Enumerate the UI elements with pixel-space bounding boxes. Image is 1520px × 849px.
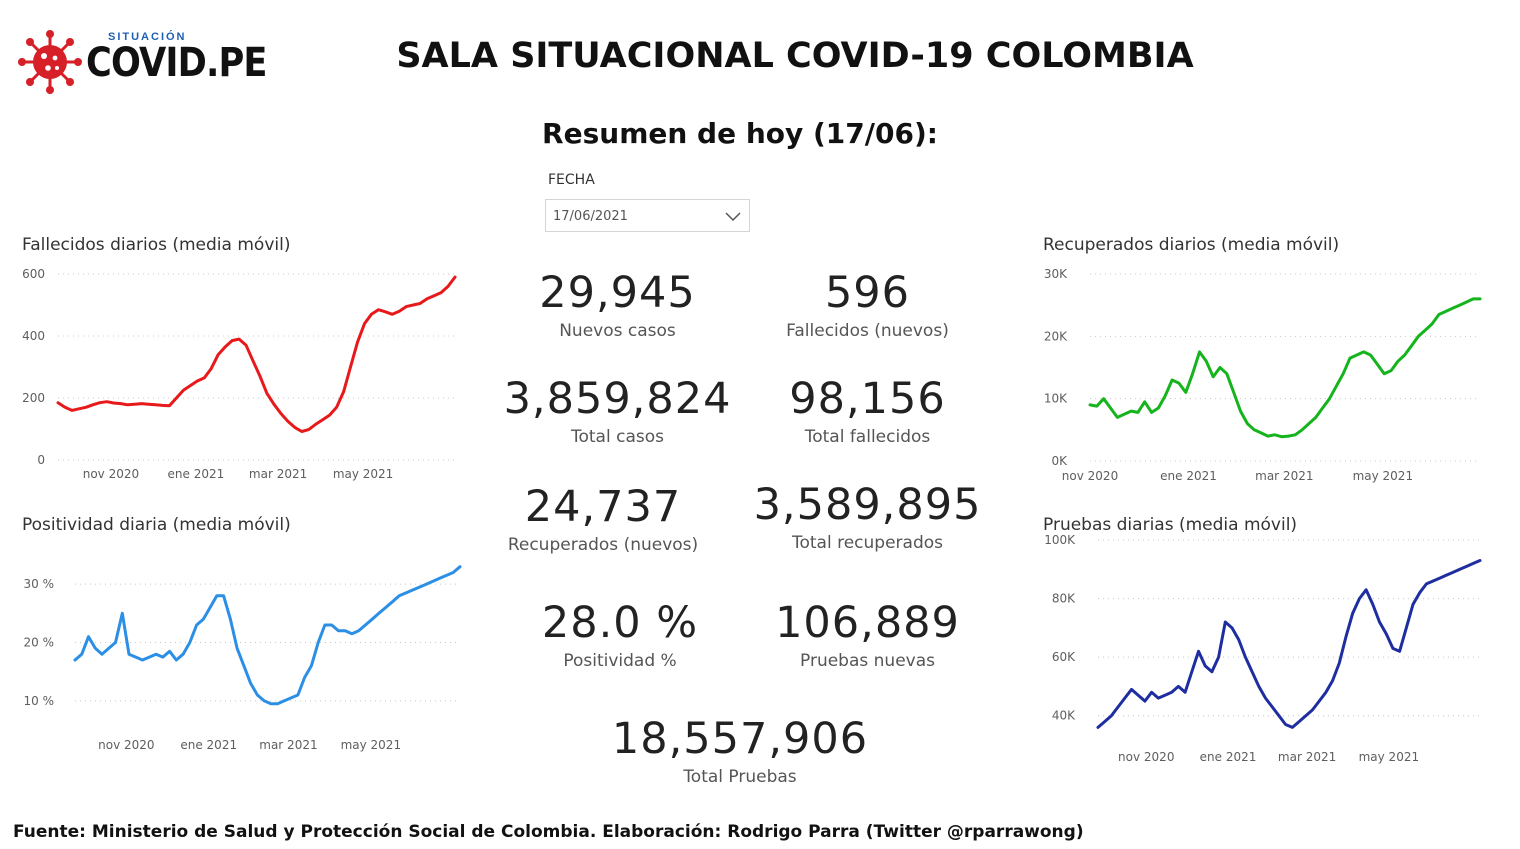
x-tick-label: mar 2021 xyxy=(1255,469,1313,483)
chevron-down-icon xyxy=(725,212,741,222)
kpi-recuperados-nuevos: 24,737 Recuperados (nuevos) xyxy=(488,482,718,556)
kpi-total-recuperados: 3,589,895 Total recuperados xyxy=(730,480,1005,554)
series-line xyxy=(1096,559,1482,729)
x-tick-label: may 2021 xyxy=(341,738,402,752)
date-filter-dropdown[interactable]: 17/06/2021 xyxy=(545,199,750,232)
kpi-positividad: 28.0 % Positividad % xyxy=(500,598,740,672)
virus-icon xyxy=(18,30,82,94)
x-tick-label: may 2021 xyxy=(1359,750,1420,764)
y-tick-label: 20K xyxy=(1044,329,1068,343)
kpi-label: Recuperados (nuevos) xyxy=(507,535,699,555)
x-tick-label: ene 2021 xyxy=(1160,469,1217,483)
x-tick-label: may 2021 xyxy=(333,467,394,481)
x-tick-label: may 2021 xyxy=(1353,469,1414,483)
chart-fallecidos: 0 200 400 600 nov 2020 ene 2021 mar 2021 may 20… xyxy=(22,267,457,481)
x-tick-label: nov 2020 xyxy=(1118,750,1174,764)
kpi-label: Total Pruebas xyxy=(683,767,797,787)
series-line xyxy=(1088,297,1482,439)
x-tick-label: nov 2020 xyxy=(83,467,139,481)
kpi-value: 24,737 xyxy=(524,482,682,532)
y-tick-label: 10K xyxy=(1044,392,1068,406)
y-tick-label: 20 % xyxy=(24,636,55,650)
kpi-value: 29,945 xyxy=(539,268,696,318)
kpi-value: 596 xyxy=(824,268,911,318)
kpi-label: Total recuperados xyxy=(791,533,943,553)
chart-title-recuperados: Recuperados diarios (media móvil) xyxy=(1043,235,1340,255)
logo-wordmark: COVID.PE xyxy=(86,40,267,86)
kpi-total-fallecidos: 98,156 Total fallecidos xyxy=(740,374,995,448)
kpi-value: 3,859,824 xyxy=(503,374,732,424)
x-tick-label: nov 2020 xyxy=(1062,469,1118,483)
x-tick-label: mar 2021 xyxy=(1278,750,1336,764)
kpi-total-pruebas: 18,557,906 Total Pruebas xyxy=(595,714,885,788)
series-line xyxy=(73,565,462,706)
covid-pe-logo: SITUACIÓN COVID.PE xyxy=(18,18,267,98)
chart-title-pruebas: Pruebas diarias (media móvil) xyxy=(1043,515,1298,535)
y-tick-label: 400 xyxy=(22,329,45,343)
kpi-fallecidos-nuevos: 596 Fallecidos (nuevos) xyxy=(750,268,985,342)
kpi-pruebas-nuevas: 106,889 Pruebas nuevas xyxy=(750,598,985,672)
x-tick-label: ene 2021 xyxy=(168,467,225,481)
y-tick-label: 0K xyxy=(1051,454,1068,468)
x-tick-label: ene 2021 xyxy=(180,738,237,752)
kpi-label: Fallecidos (nuevos) xyxy=(786,321,949,341)
y-tick-label: 100K xyxy=(1044,533,1076,547)
kpi-value: 28.0 % xyxy=(541,598,699,648)
x-tick-label: mar 2021 xyxy=(249,467,307,481)
kpi-value: 3,589,895 xyxy=(753,480,982,530)
y-tick-label: 200 xyxy=(22,391,45,405)
y-tick-label: 40K xyxy=(1052,709,1076,723)
date-filter-label: FECHA xyxy=(548,172,595,188)
kpi-value: 98,156 xyxy=(789,374,946,424)
y-tick-label: 80K xyxy=(1052,592,1076,606)
chart-recuperados: 0K 10K 20K 30K nov 2020 ene 2021 mar 2021 may 2… xyxy=(1044,267,1482,483)
kpi-label: Nuevos casos xyxy=(559,321,676,341)
y-tick-label: 0 xyxy=(37,453,45,467)
y-tick-label: 60K xyxy=(1052,650,1076,664)
page-title: SALA SITUACIONAL COVID-19 COLOMBIA xyxy=(396,36,1194,76)
y-tick-label: 600 xyxy=(22,267,45,281)
source-footer: Fuente: Ministerio de Salud y Protección… xyxy=(13,822,1084,842)
y-tick-label: 30K xyxy=(1044,267,1068,281)
logo-tagline: SITUACIÓN xyxy=(108,31,187,43)
chart-title-positividad: Positividad diaria (media móvil) xyxy=(22,515,291,535)
y-tick-label: 10 % xyxy=(24,694,55,708)
chart-positividad: 10 % 20 % 30 % nov 2020 ene 2021 mar 2021 may … xyxy=(24,565,462,752)
kpi-label: Positividad % xyxy=(563,651,677,671)
kpi-value: 106,889 xyxy=(775,598,960,648)
x-tick-label: ene 2021 xyxy=(1200,750,1257,764)
x-tick-label: nov 2020 xyxy=(98,738,154,752)
x-tick-label: mar 2021 xyxy=(259,738,317,752)
kpi-value: 18,557,906 xyxy=(611,714,869,764)
date-filter-value: 17/06/2021 xyxy=(553,209,628,224)
kpi-label: Total fallecidos xyxy=(804,427,931,447)
chart-pruebas: 40K 60K 80K 100K nov 2020 ene 2021 mar 2021 may… xyxy=(1044,533,1482,764)
kpi-nuevos-casos: 29,945 Nuevos casos xyxy=(500,268,735,342)
y-tick-label: 30 % xyxy=(24,577,55,591)
chart-title-fallecidos: Fallecidos diarios (media móvil) xyxy=(22,235,291,255)
kpi-total-casos: 3,859,824 Total casos xyxy=(480,374,755,448)
kpi-label: Total casos xyxy=(571,427,664,447)
series-line xyxy=(56,275,457,433)
kpi-label: Pruebas nuevas xyxy=(800,651,935,671)
page-subtitle: Resumen de hoy (17/06): xyxy=(542,117,938,150)
